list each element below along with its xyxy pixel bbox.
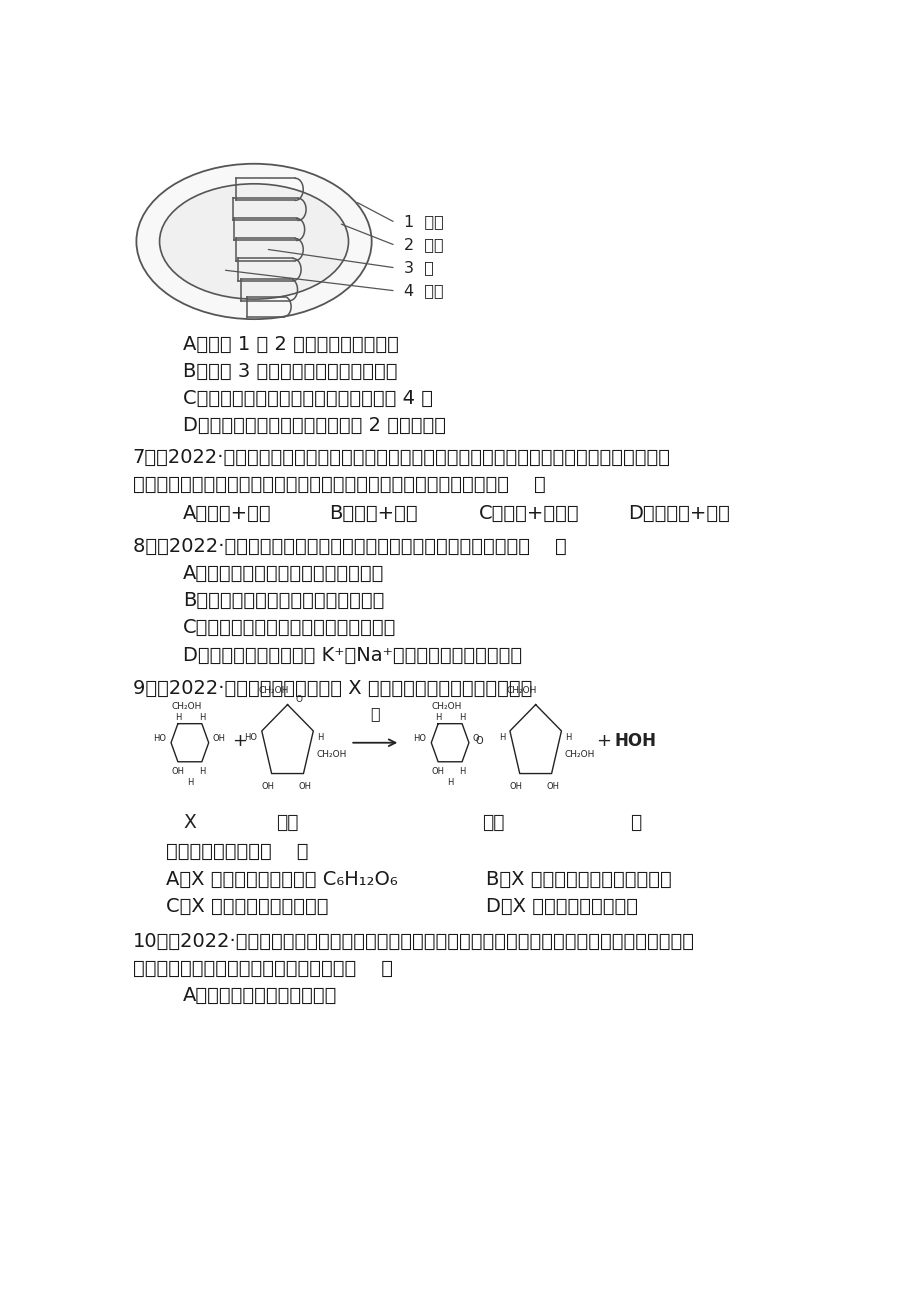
Text: OH: OH (431, 767, 444, 776)
Text: O: O (472, 734, 479, 743)
Text: 水: 水 (630, 812, 641, 832)
Text: A．杂合子豌豆的繁殖能力低: A．杂合子豌豆的繁殖能力低 (183, 987, 336, 1005)
Text: 8．（2022·浙江）膜蛋白的种类和功能复杂多样，下列叙述正确的是（    ）: 8．（2022·浙江）膜蛋白的种类和功能复杂多样，下列叙述正确的是（ ） (132, 538, 566, 556)
Text: OH: OH (298, 781, 311, 790)
Text: OH: OH (509, 781, 522, 790)
Text: CH₂OH: CH₂OH (316, 750, 346, 759)
Text: H: H (447, 777, 453, 786)
Text: C．激素+无机盐: C．激素+无机盐 (478, 504, 579, 523)
Text: CH₂OH: CH₂OH (171, 702, 201, 711)
Text: 蔗糖: 蔗糖 (482, 812, 504, 832)
Text: 10．（2022·浙江）孟德尔杂交试验成功的重要因素之一是选择了严格自花授粉的豌豆作为材料。自然: 10．（2022·浙江）孟德尔杂交试验成功的重要因素之一是选择了严格自花授粉的豌… (132, 932, 694, 952)
Text: O: O (475, 736, 482, 746)
Text: A．X 与果糖的分子式都是 C₆H₁₂O₆: A．X 与果糖的分子式都是 C₆H₁₂O₆ (166, 870, 398, 889)
Text: H: H (199, 712, 205, 721)
Text: B．结构 3 增大了线粒体内膜的表面积: B．结构 3 增大了线粒体内膜的表面积 (183, 362, 397, 380)
Text: C．X 是植物体内重要的单糖: C．X 是植物体内重要的单糖 (166, 897, 328, 917)
Text: B．温度变化会影响膜蛋白的运动速度: B．温度变化会影响膜蛋白的运动速度 (183, 591, 384, 611)
Text: 1  外膜: 1 外膜 (403, 214, 443, 229)
Text: 2  内膜: 2 内膜 (403, 237, 443, 253)
Text: CH₂OH: CH₂OH (506, 686, 537, 694)
Text: 条件下豌豆大多数是纯合子，主要原因是（    ）: 条件下豌豆大多数是纯合子，主要原因是（ ） (132, 960, 392, 978)
Text: OH: OH (212, 734, 225, 743)
Text: +: + (596, 732, 610, 750)
Text: CH₂OH: CH₂OH (431, 702, 461, 711)
Text: A．结构 1 和 2 中的蛋白质种类不同: A．结构 1 和 2 中的蛋白质种类不同 (183, 335, 398, 354)
Text: 9．（2022·浙江）植物体内果糖与 X 物质形成蔗糖的过程如图所示。: 9．（2022·浙江）植物体内果糖与 X 物质形成蔗糖的过程如图所示。 (132, 678, 531, 698)
Text: 下列叙述错误的是（    ）: 下列叙述错误的是（ ） (166, 842, 309, 861)
Text: H: H (459, 767, 465, 776)
Ellipse shape (136, 164, 371, 319)
Text: OH: OH (171, 767, 184, 776)
Text: H: H (316, 733, 323, 742)
Text: D．X 是纤维素的结构单元: D．X 是纤维素的结构单元 (485, 897, 637, 917)
Text: H: H (498, 733, 505, 742)
Text: A．质膜内、外侧的蛋白质呈对称分布: A．质膜内、外侧的蛋白质呈对称分布 (183, 564, 384, 583)
Text: +: + (232, 732, 247, 750)
Text: H: H (459, 712, 465, 721)
Text: C．厌氧呼吸生成乳酸的过程发生在结构 4 中: C．厌氧呼吸生成乳酸的过程发生在结构 4 中 (183, 389, 432, 408)
Text: H: H (187, 777, 193, 786)
Ellipse shape (159, 184, 348, 299)
Text: HO: HO (244, 733, 256, 742)
Text: 果糖: 果糖 (276, 812, 299, 832)
Text: 3  嵴: 3 嵴 (403, 260, 433, 275)
Text: 7．（2022·浙江）农作物秸秆的回收利用方式很多，其中之一是将秸秆碎化后作为食用菌的栽培基: 7．（2022·浙江）农作物秸秆的回收利用方式很多，其中之一是将秸秆碎化后作为食… (132, 448, 670, 467)
Text: A．琼脂+蔗糖: A．琼脂+蔗糖 (183, 504, 271, 523)
Text: C．叶绿体内膜上存在与水裂解有关的酶: C．叶绿体内膜上存在与水裂解有关的酶 (183, 618, 396, 638)
Text: CH₂OH: CH₂OH (563, 750, 594, 759)
Text: HO: HO (413, 734, 425, 743)
Text: CH₂OH: CH₂OH (258, 686, 289, 694)
Text: B．蔗糖+激素: B．蔗糖+激素 (329, 504, 417, 523)
Text: 4  基质: 4 基质 (403, 283, 443, 298)
Text: B．X 是植物体内的主要贮能物质: B．X 是植物体内的主要贮能物质 (485, 870, 671, 889)
Text: O: O (295, 695, 302, 704)
Text: D．神经元质膜上存在与 K⁺、Na⁺主动转运有关的通道蛋白: D．神经元质膜上存在与 K⁺、Na⁺主动转运有关的通道蛋白 (183, 646, 521, 664)
Text: H: H (435, 712, 441, 721)
Ellipse shape (140, 168, 368, 315)
Text: 质。碎化秸秆中纤维所起的作用，相当于植物组织培养中固体培养基的（    ）: 质。碎化秸秆中纤维所起的作用，相当于植物组织培养中固体培养基的（ ） (132, 475, 545, 493)
Text: HO: HO (153, 734, 165, 743)
Text: 酶: 酶 (370, 706, 380, 721)
Text: H: H (175, 712, 181, 721)
Text: D．电子传递链阻断剂会影响结构 2 中水的形成: D．电子传递链阻断剂会影响结构 2 中水的形成 (183, 415, 445, 435)
Text: X: X (183, 812, 196, 832)
Text: H: H (564, 733, 571, 742)
Text: D．无机盐+琼脂: D．无机盐+琼脂 (628, 504, 730, 523)
Text: HOH: HOH (614, 732, 655, 750)
Text: OH: OH (261, 781, 274, 790)
Text: OH: OH (546, 781, 559, 790)
Text: H: H (199, 767, 205, 776)
